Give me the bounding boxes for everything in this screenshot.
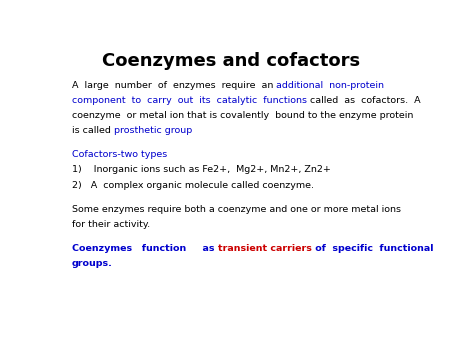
Text: prosthetic group: prosthetic group [114,126,192,135]
Text: groups.: groups. [72,259,113,268]
Text: coenzyme  or metal ion that is covalently  bound to the enzyme protein: coenzyme or metal ion that is covalently… [72,111,413,120]
Text: Coenzymes   function     as: Coenzymes function as [72,244,218,253]
Text: transient carriers: transient carriers [218,244,311,253]
Text: component  to  carry  out  its  catalytic  functions: component to carry out its catalytic fun… [72,96,307,105]
Text: Coenzymes and cofactors: Coenzymes and cofactors [102,52,360,70]
Text: of  specific  functional: of specific functional [311,244,433,253]
Text: for their activity.: for their activity. [72,220,150,229]
Text: additional  non-protein: additional non-protein [276,81,384,90]
Text: 2)   A  complex organic molecule called coenzyme.: 2) A complex organic molecule called coe… [72,180,314,190]
Text: 1)    Inorganic ions such as Fe2+,  Mg2+, Mn2+, Zn2+: 1) Inorganic ions such as Fe2+, Mg2+, Mn… [72,165,331,174]
Text: A  large  number  of  enzymes  require  an: A large number of enzymes require an [72,81,276,90]
Text: is called: is called [72,126,114,135]
Text: Some enzymes require both a coenzyme and one or more metal ions: Some enzymes require both a coenzyme and… [72,205,401,214]
Text: called  as  cofactors.  A: called as cofactors. A [307,96,421,105]
Text: Cofactors-two types: Cofactors-two types [72,150,167,159]
